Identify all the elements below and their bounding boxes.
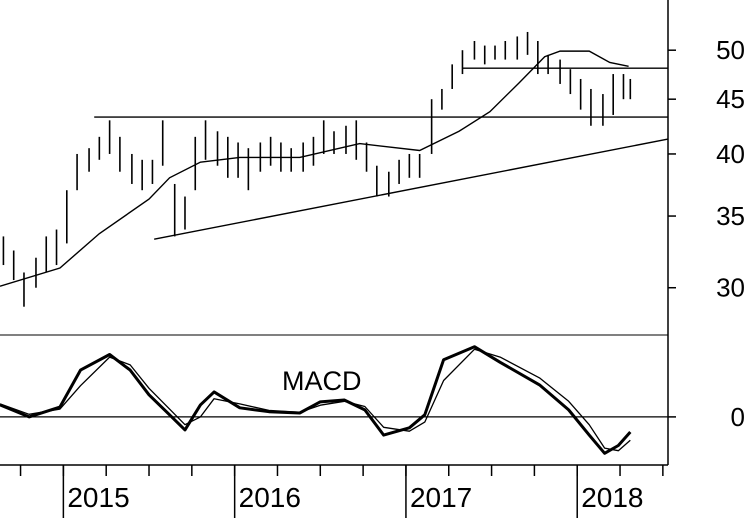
x-tick-label: 2015	[67, 482, 129, 513]
y-tick-label: 50	[716, 35, 745, 65]
x-tick-label: 2017	[410, 482, 472, 513]
macd-line	[0, 345, 632, 455]
x-tick-label: 2018	[581, 482, 643, 513]
y-tick-label: 35	[716, 201, 745, 231]
macd-line	[0, 348, 631, 452]
moving-average	[0, 50, 629, 287]
x-tick-label: 2016	[239, 482, 301, 513]
macd-label: MACD	[282, 366, 362, 396]
y-tick-label: 30	[716, 273, 745, 303]
trend-line	[154, 138, 669, 240]
y-tick-label: 45	[716, 84, 745, 114]
y-tick-label: 0	[731, 402, 745, 432]
y-tick-label: 40	[716, 139, 745, 169]
